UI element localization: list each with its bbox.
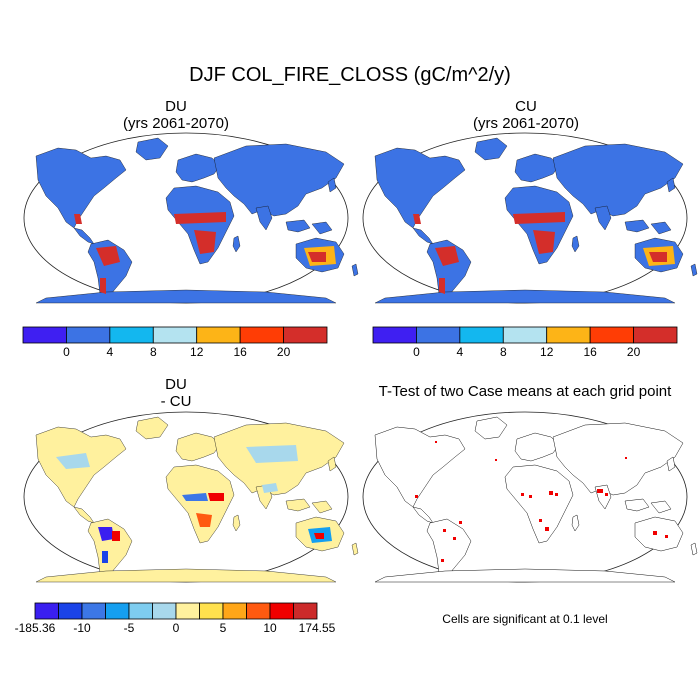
map-ttest	[362, 411, 698, 583]
colorbar-diff-label: 174.55	[299, 621, 336, 635]
colorbar-cu-label: 20	[627, 345, 641, 359]
colorbar-cu: 0 4 8 12 16 20	[372, 326, 678, 359]
colorbar-diff-swatch	[269, 602, 294, 620]
colorbar-du-label: 20	[277, 345, 291, 359]
panel-diff-title-line2: - CU	[160, 393, 192, 410]
colorbar-du-swatch	[283, 326, 328, 344]
panel-diff-title: DU - CU	[47, 376, 305, 410]
colorbar-cu-swatch	[589, 326, 634, 344]
map-diff-anomalies	[56, 445, 332, 563]
colorbar-du: 0 4 8 12 16 20	[22, 326, 328, 359]
colorbar-du-swatch	[239, 326, 284, 344]
colorbar-cu-label: 4	[457, 345, 464, 359]
colorbar-cu-swatch	[546, 326, 591, 344]
colorbar-diff-label: -5	[124, 621, 135, 635]
colorbar-du-label: 0	[63, 345, 70, 359]
colorbar-du-swatch	[109, 326, 154, 344]
map-du-fire-hotspots	[74, 212, 336, 294]
colorbar-diff-swatch	[105, 602, 130, 620]
colorbar-diff-swatch	[222, 602, 247, 620]
panel-cu-title-line2: (yrs 2061-2070)	[473, 115, 579, 132]
colorbar-du-label: 16	[233, 345, 247, 359]
colorbar-du-label: 4	[107, 345, 114, 359]
colorbar-cu-swatch	[459, 326, 504, 344]
colorbar-diff-label: 5	[220, 621, 227, 635]
colorbar-du-swatch	[152, 326, 198, 344]
map-cu-fire-hotspots	[413, 212, 675, 294]
colorbar-diff-swatch	[152, 602, 177, 620]
map-diff	[23, 411, 359, 583]
colorbar-du-swatch	[22, 326, 67, 344]
colorbar-cu-swatch	[633, 326, 678, 344]
colorbar-du-label: 12	[190, 345, 204, 359]
colorbar-diff-swatch	[246, 602, 271, 620]
colorbar-cu-label: 0	[413, 345, 420, 359]
map-du	[23, 132, 359, 304]
colorbar-diff-swatch	[81, 602, 106, 620]
panel-ttest-title: T-Test of two Case means at each grid po…	[378, 383, 672, 400]
colorbar-cu-label: 8	[500, 345, 507, 359]
colorbar-diff-swatch	[128, 602, 153, 620]
colorbar-diff-swatch	[293, 602, 318, 620]
colorbar-du-swatch	[66, 326, 111, 344]
colorbar-cu-swatch	[502, 326, 548, 344]
ttest-note: Cells are significant at 0.1 level	[442, 612, 608, 626]
panel-du-title-line2: (yrs 2061-2070)	[123, 115, 229, 132]
panel-cu-title-line1: CU	[515, 98, 537, 115]
figure-title: DJF COL_FIRE_CLOSS (gC/m^2/y)	[189, 64, 511, 86]
colorbar-diff-label: -10	[73, 621, 91, 635]
colorbar-diff-swatch	[58, 602, 83, 620]
colorbar-diff-label: -185.36	[15, 621, 56, 635]
panel-diff-title-line1: DU	[165, 376, 187, 393]
colorbar-cu-swatch	[416, 326, 461, 344]
map-cu	[362, 132, 698, 304]
colorbar-diff-swatch	[199, 602, 224, 620]
colorbar-du-label: 8	[150, 345, 157, 359]
colorbar-cu-swatch	[372, 326, 417, 344]
colorbar-diff-swatch	[175, 602, 200, 620]
colorbar-diff: -185.36 -10 -5 0 5 10 174.55	[15, 602, 336, 635]
colorbar-diff-label: 0	[173, 621, 180, 635]
colorbar-diff-swatch	[34, 602, 59, 620]
colorbar-cu-label: 12	[540, 345, 554, 359]
colorbar-cu-label: 16	[583, 345, 597, 359]
colorbar-diff-label: 10	[263, 621, 277, 635]
map-ttest-significant-cells	[415, 441, 668, 562]
panel-du-title: DU (yrs 2061-2070)	[47, 98, 305, 132]
panel-cu-title: CU (yrs 2061-2070)	[397, 98, 655, 132]
colorbar-du-swatch	[196, 326, 241, 344]
panel-du-title-line1: DU	[165, 98, 187, 115]
